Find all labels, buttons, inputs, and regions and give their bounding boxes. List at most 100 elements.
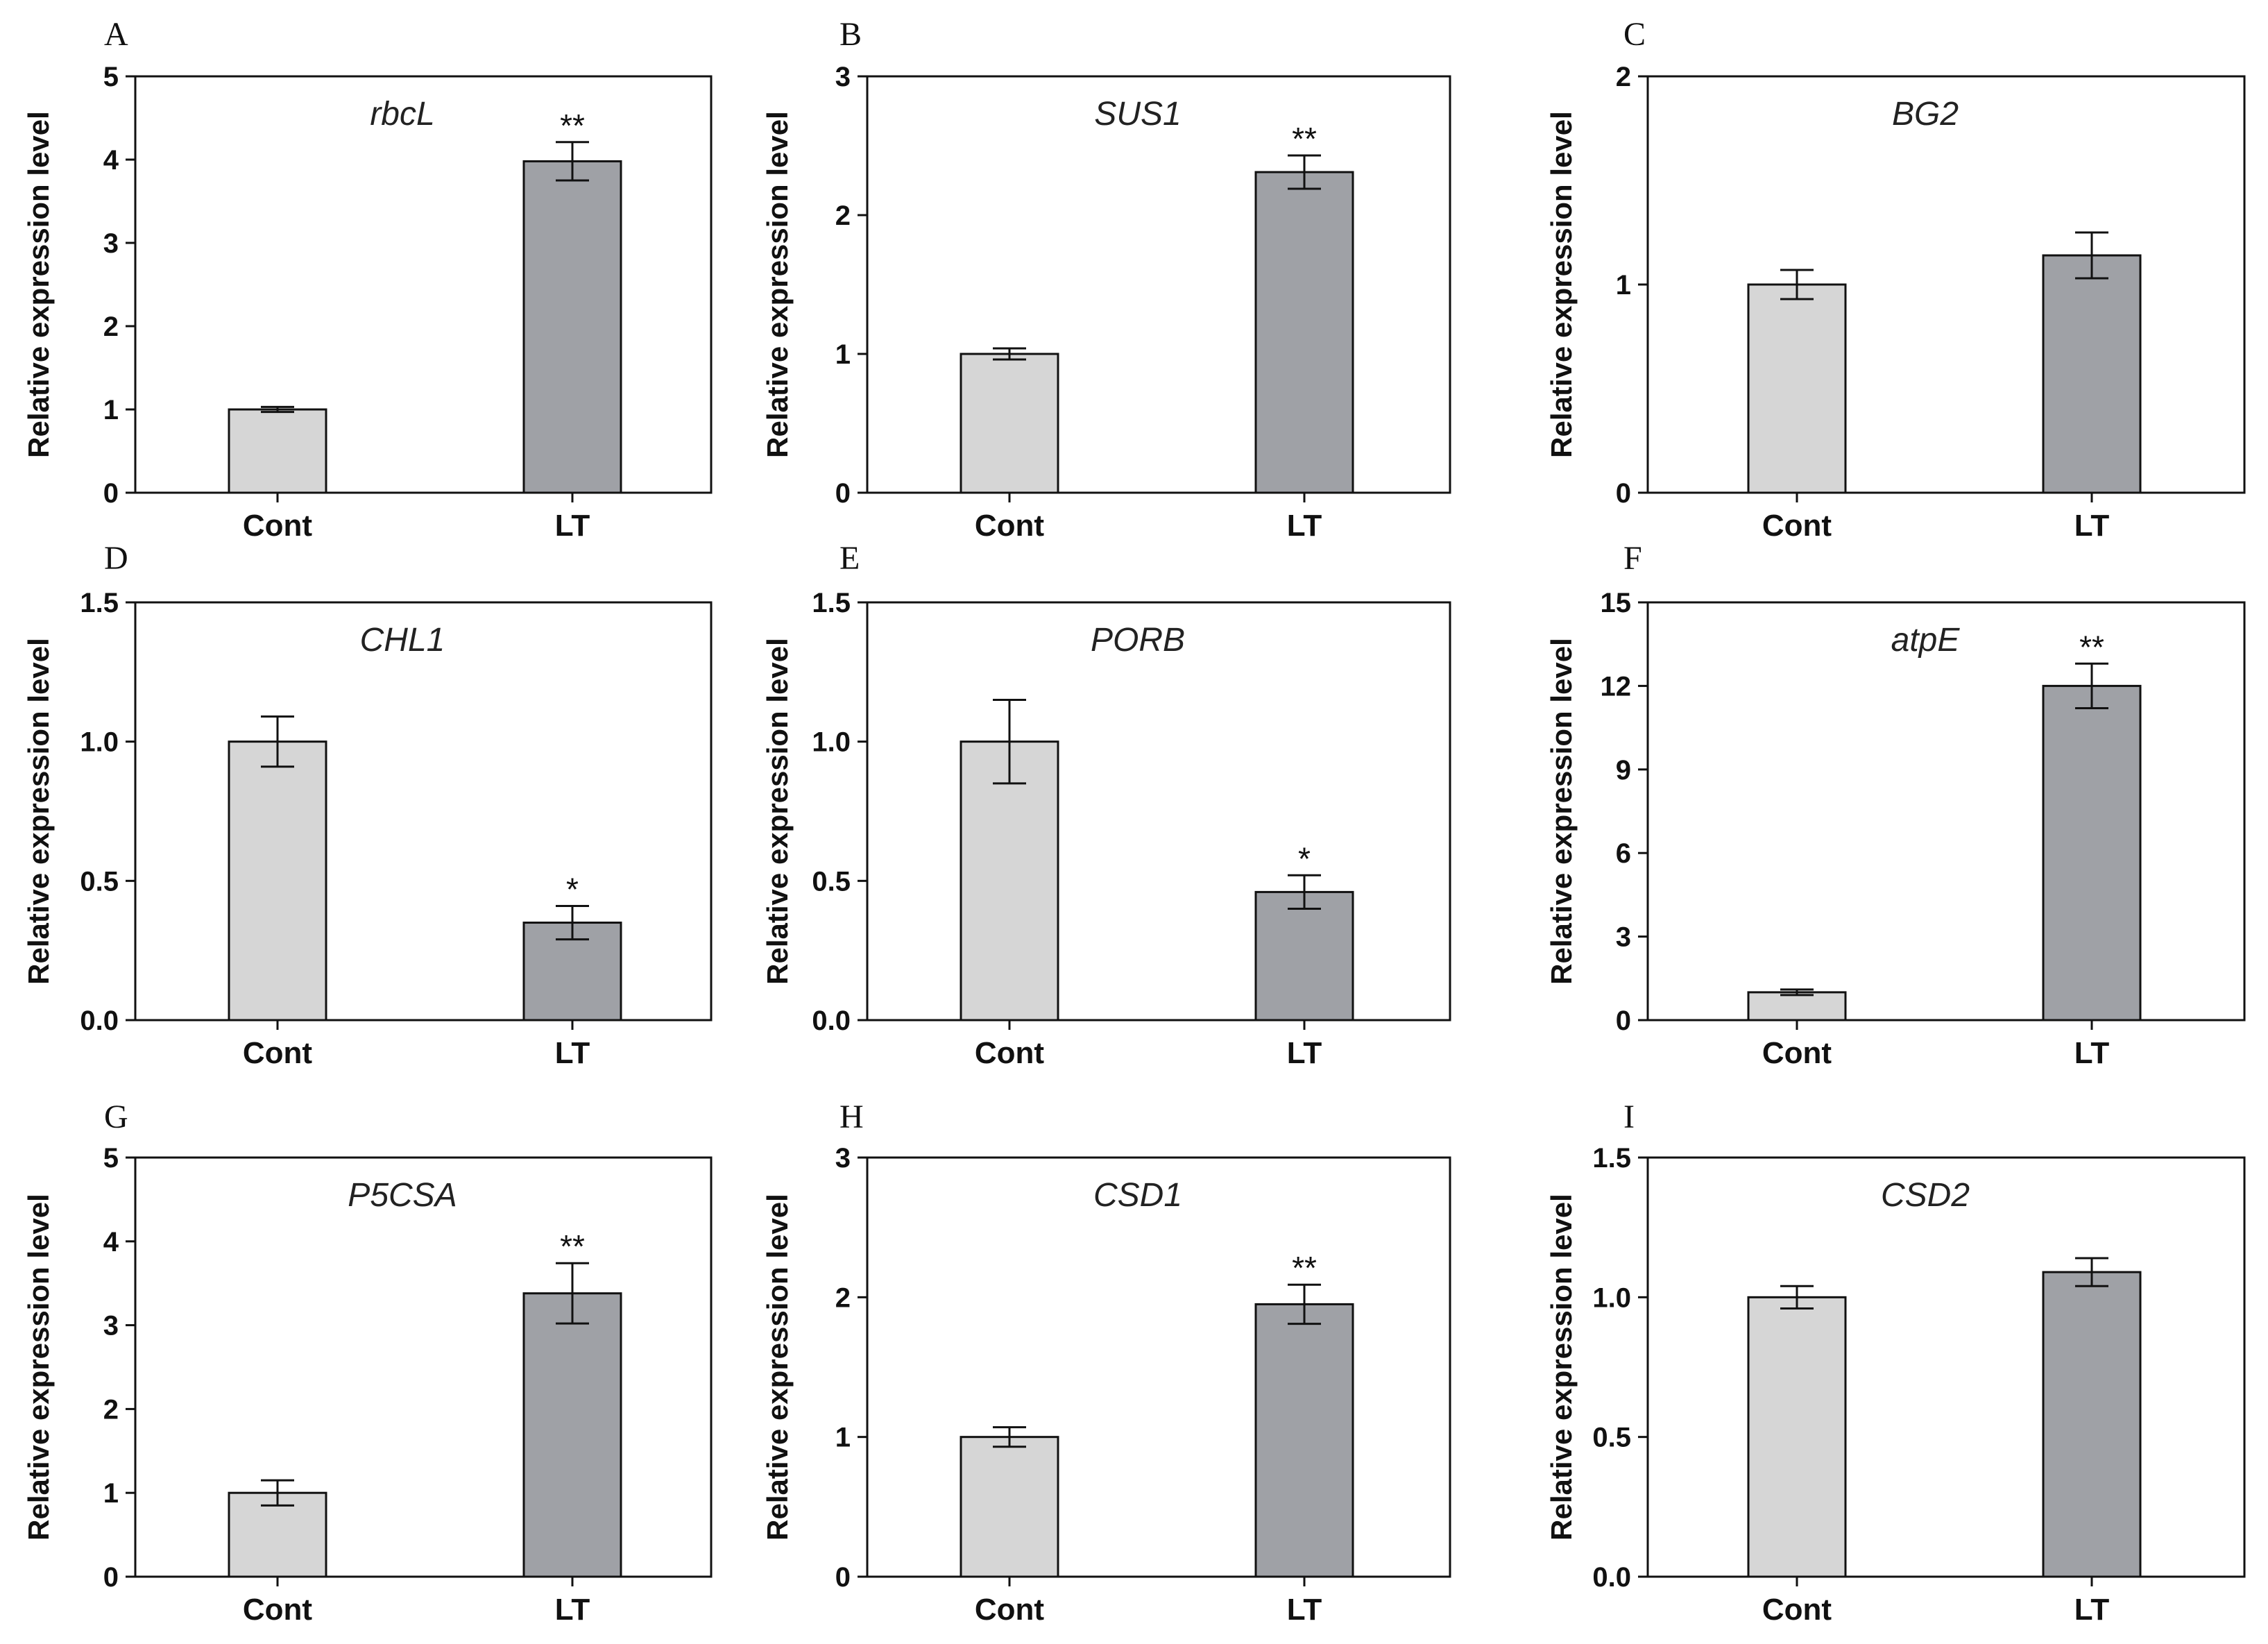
bar-cont xyxy=(960,353,1059,494)
bar-lt xyxy=(1254,171,1354,494)
panel-b: B Relative expression level Cont ** LT 0 1 2 3 SU… xyxy=(761,16,1451,543)
error-bar-lt xyxy=(2075,231,2108,280)
panel-g: G Relative expression level Cont ** LT 0 1 2 3 4 5… xyxy=(22,1099,713,1627)
y-tick-label: 0 xyxy=(103,1562,119,1593)
y-axis-label: Relative expression level xyxy=(22,1194,55,1541)
panel-letter: B xyxy=(839,16,862,53)
y-tick-label: 0 xyxy=(103,478,119,509)
bar-cont xyxy=(960,1436,1059,1578)
error-bar-lt xyxy=(556,1262,589,1325)
y-tick-label: 6 xyxy=(1616,838,1631,869)
significance-marker: ** xyxy=(1292,121,1317,157)
significance-marker: * xyxy=(566,871,579,907)
x-tick-label-cont: Cont xyxy=(975,509,1045,543)
y-tick-label: 4 xyxy=(103,145,119,176)
y-tick-label: 0 xyxy=(1616,478,1631,509)
x-tick-label-cont: Cont xyxy=(975,1593,1045,1627)
significance-marker: ** xyxy=(560,108,585,144)
gene-title: BG2 xyxy=(1892,96,1959,133)
error-bar-lt xyxy=(2075,1257,2108,1287)
y-tick-label: 3 xyxy=(103,1311,119,1341)
error-bar-cont xyxy=(261,1479,294,1507)
panel-letter: I xyxy=(1623,1099,1635,1135)
y-tick-label: 3 xyxy=(103,228,119,259)
panel-letter: E xyxy=(839,540,860,577)
y-tick-label: 0 xyxy=(835,478,851,509)
plot-frame xyxy=(866,75,1451,494)
bar-lt xyxy=(522,1292,622,1578)
y-tick-label: 4 xyxy=(103,1227,119,1257)
y-axis-label: Relative expression level xyxy=(761,1194,794,1541)
bar-lt xyxy=(2042,254,2142,494)
error-bar-lt xyxy=(2075,662,2108,710)
bar-cont xyxy=(228,740,327,1022)
error-bar-lt xyxy=(1288,154,1321,190)
error-bar-lt xyxy=(1288,1283,1321,1325)
y-tick-label: 1.5 xyxy=(1592,1143,1631,1173)
bar-lt xyxy=(1254,890,1354,1022)
error-bar-lt xyxy=(556,141,589,182)
y-axis-label: Relative expression level xyxy=(1545,111,1578,458)
gene-title: CSD2 xyxy=(1881,1177,1970,1214)
plot-frame xyxy=(134,601,713,1022)
x-tick-label-cont: Cont xyxy=(243,1593,313,1627)
x-tick-label-cont: Cont xyxy=(243,1036,313,1070)
y-axis-label: Relative expression level xyxy=(761,638,794,985)
y-tick-label: 1 xyxy=(103,395,119,425)
panel-e: E Relative expression level Cont * LT 0.0 0.5 1… xyxy=(761,540,1451,1070)
significance-marker: ** xyxy=(2079,629,2104,665)
y-tick-label: 9 xyxy=(1616,755,1631,786)
error-bar-cont xyxy=(1780,988,1814,997)
bar-lt xyxy=(2042,1271,2142,1578)
x-tick-label-lt: LT xyxy=(2074,509,2110,543)
x-tick-label-lt: LT xyxy=(555,1036,590,1070)
y-tick-label: 1 xyxy=(835,1423,851,1453)
y-tick-label: 1.5 xyxy=(812,588,851,618)
error-bar-lt xyxy=(556,904,589,941)
y-tick-label: 1.0 xyxy=(812,727,851,758)
significance-marker: ** xyxy=(560,1228,585,1264)
y-tick-label: 3 xyxy=(1616,922,1631,953)
plot-frame xyxy=(866,601,1451,1022)
panel-c: C Relative expression level Cont LT 0 1 2 BG2 xyxy=(1545,16,2246,543)
gene-title: P5CSA xyxy=(348,1177,457,1214)
x-tick-label-lt: LT xyxy=(555,1593,590,1627)
x-tick-label-cont: Cont xyxy=(1762,1036,1832,1070)
y-tick-label: 5 xyxy=(103,62,119,92)
bar-cont xyxy=(228,408,327,494)
bar-cont xyxy=(960,740,1059,1022)
y-tick-label: 1.0 xyxy=(1592,1282,1631,1313)
x-tick-label-cont: Cont xyxy=(975,1036,1045,1070)
y-axis-label: Relative expression level xyxy=(1545,638,1578,985)
error-bar-cont xyxy=(261,405,294,414)
y-tick-label: 2 xyxy=(103,1394,119,1425)
bar-lt xyxy=(522,160,622,494)
x-tick-label-cont: Cont xyxy=(1762,509,1832,543)
x-tick-label-lt: LT xyxy=(555,509,590,543)
panel-letter: A xyxy=(104,16,128,53)
plot-frame xyxy=(1646,601,2246,1022)
error-bar-lt xyxy=(1288,874,1321,910)
y-tick-label: 0.5 xyxy=(80,866,119,897)
y-tick-label: 0.0 xyxy=(80,1006,119,1036)
plot-frame xyxy=(866,1156,1451,1578)
gene-title: PORB xyxy=(1091,622,1185,659)
y-tick-label: 0.0 xyxy=(812,1006,851,1036)
error-bar-cont xyxy=(1780,1285,1814,1310)
error-bar-cont xyxy=(993,1426,1026,1448)
y-tick-label: 3 xyxy=(835,62,851,92)
y-tick-label: 0 xyxy=(835,1562,851,1593)
plot-frame xyxy=(134,1156,713,1578)
panel-letter: F xyxy=(1623,540,1642,577)
y-tick-label: 2 xyxy=(835,201,851,231)
y-tick-label: 0.5 xyxy=(812,866,851,897)
bar-lt xyxy=(1254,1303,1354,1578)
y-tick-label: 0 xyxy=(1616,1006,1631,1036)
panel-letter: G xyxy=(104,1099,128,1135)
y-tick-label: 1 xyxy=(835,339,851,370)
panel-d: D Relative expression level Cont * LT 0.0 0.5 1… xyxy=(22,540,713,1070)
gene-title: CSD1 xyxy=(1093,1177,1182,1214)
panel-letter: C xyxy=(1623,16,1646,53)
y-tick-label: 15 xyxy=(1601,588,1632,618)
